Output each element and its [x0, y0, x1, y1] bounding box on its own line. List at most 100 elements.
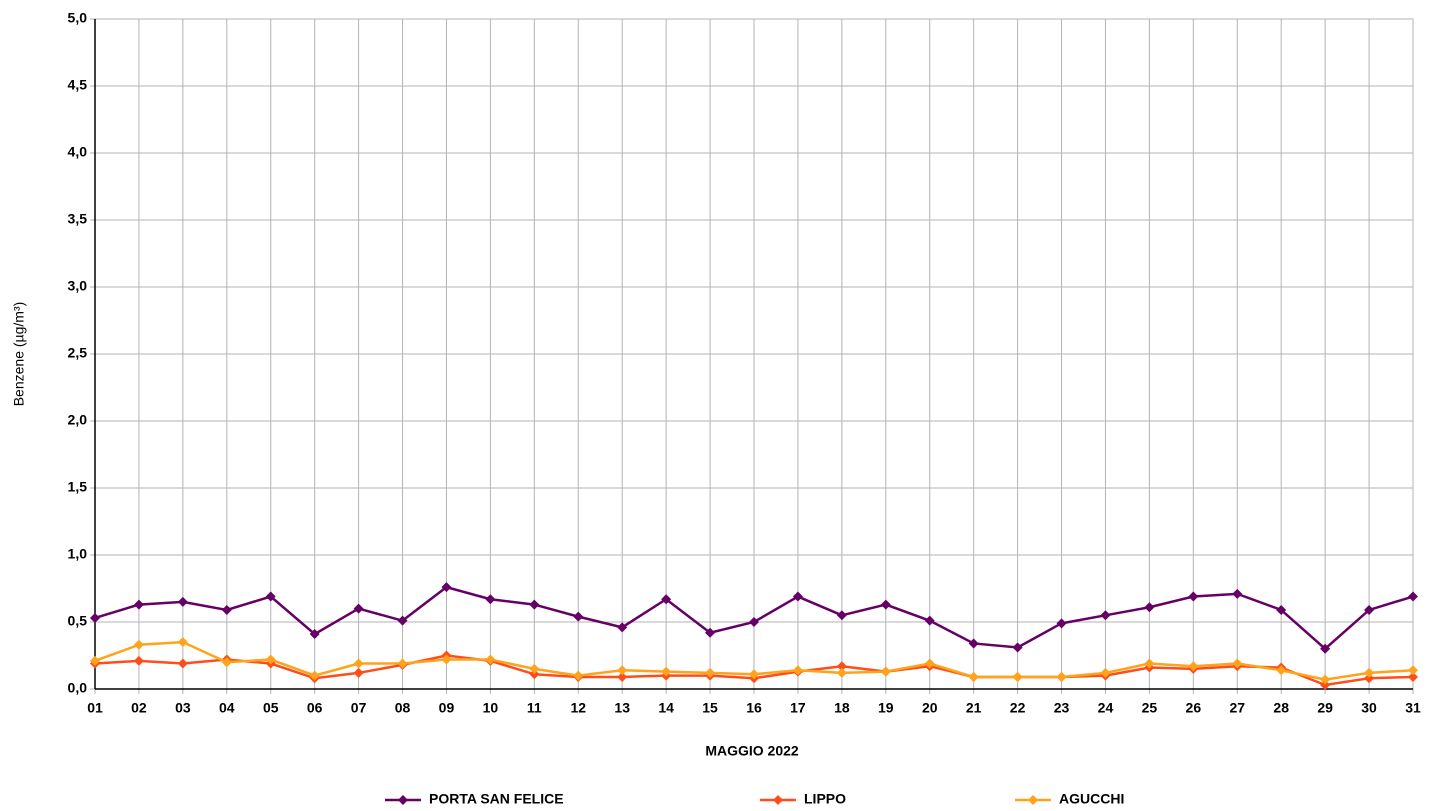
data-point — [353, 603, 364, 614]
data-point — [1144, 602, 1155, 613]
data-point — [1408, 671, 1418, 682]
y-tick-label: 3,5 — [68, 211, 88, 227]
x-tick-label: 02 — [131, 700, 147, 716]
data-point — [1144, 658, 1155, 669]
data-point — [529, 669, 540, 680]
x-tick-label: 17 — [790, 700, 806, 716]
data-point — [90, 612, 100, 623]
data-point — [617, 622, 628, 633]
x-tick-label: 16 — [746, 700, 762, 716]
y-axis-title: Benzene (µg/m³) — [11, 302, 27, 407]
x-tick-label: 14 — [658, 700, 674, 716]
data-point — [309, 629, 320, 640]
y-tick-label: 0,5 — [68, 613, 88, 629]
data-point — [1100, 610, 1111, 621]
x-tick-label: 13 — [614, 700, 630, 716]
data-point — [661, 594, 672, 605]
x-tick-label: 11 — [527, 700, 542, 716]
x-tick-label: 15 — [702, 700, 718, 716]
data-point — [573, 611, 584, 622]
data-point — [397, 658, 408, 669]
x-tick-label: 18 — [834, 700, 850, 716]
x-tick-label: 31 — [1405, 700, 1421, 716]
x-tick-label: 06 — [307, 700, 323, 716]
y-tick-label: 4,5 — [68, 77, 88, 93]
data-point — [1232, 588, 1243, 599]
data-point — [1320, 674, 1331, 685]
x-tick-label: 09 — [439, 700, 455, 716]
data-point — [1320, 679, 1331, 690]
data-point — [177, 658, 188, 669]
data-point — [133, 655, 144, 666]
x-tick-label: 24 — [1098, 700, 1114, 716]
data-point — [749, 617, 759, 627]
data-point — [441, 654, 452, 665]
y-tick-label: 0,0 — [68, 680, 88, 696]
x-tick-label: 28 — [1273, 700, 1289, 716]
data-point — [617, 665, 628, 676]
data-point — [1056, 671, 1067, 682]
x-tick-label: 26 — [1186, 700, 1202, 716]
y-tick-label: 1,5 — [68, 479, 88, 495]
data-point — [573, 670, 584, 681]
y-tick-label: 5,0 — [68, 10, 88, 26]
x-tick-label: 20 — [922, 700, 938, 716]
data-point — [792, 591, 803, 602]
data-point — [968, 671, 979, 682]
data-point — [836, 667, 847, 678]
data-point — [880, 666, 891, 677]
x-tick-label: 12 — [570, 700, 586, 716]
data-point — [1408, 665, 1418, 676]
x-tick-label: 27 — [1229, 700, 1245, 716]
data-point — [90, 655, 100, 666]
y-tick-label: 3,0 — [68, 278, 88, 294]
data-point — [924, 658, 935, 669]
x-tick-label: 04 — [219, 700, 235, 716]
data-point — [836, 661, 847, 672]
x-tick-label: 01 — [87, 700, 103, 716]
x-tick-label: 29 — [1317, 700, 1333, 716]
data-point — [705, 667, 716, 678]
data-point — [353, 667, 364, 678]
data-point — [1012, 642, 1023, 653]
x-tick-label: 07 — [351, 700, 367, 716]
data-point — [177, 596, 188, 607]
data-point — [1276, 665, 1287, 676]
x-tick-label: 21 — [966, 700, 982, 716]
x-axis-title: MAGGIO 2022 — [705, 743, 799, 759]
data-point — [133, 599, 144, 610]
data-point — [1364, 673, 1375, 684]
x-tick-label: 10 — [483, 700, 499, 716]
data-point — [1276, 604, 1287, 615]
data-point — [529, 599, 540, 610]
legend-marker — [398, 795, 408, 805]
data-point — [397, 615, 408, 626]
x-tick-label: 23 — [1054, 700, 1070, 716]
data-point — [1012, 671, 1023, 682]
x-tick-label: 03 — [175, 700, 191, 716]
x-tick-label: 05 — [263, 700, 279, 716]
data-point — [1188, 591, 1199, 602]
data-point — [133, 639, 144, 650]
data-point — [661, 666, 672, 677]
data-point — [1364, 604, 1375, 615]
data-point — [265, 591, 276, 602]
y-tick-label: 1,0 — [68, 546, 88, 562]
legend-label: AGUCCHI — [1059, 791, 1124, 807]
data-point — [221, 657, 232, 668]
data-point — [749, 669, 759, 680]
data-point — [485, 654, 496, 665]
data-point — [1232, 658, 1243, 669]
data-point — [1320, 643, 1331, 654]
data-point — [177, 637, 188, 648]
data-point — [309, 670, 320, 681]
x-tick-label: 08 — [395, 700, 411, 716]
data-point — [529, 663, 540, 674]
data-point — [968, 638, 979, 649]
data-point — [441, 582, 452, 593]
data-point — [221, 604, 232, 615]
data-point — [1100, 667, 1111, 678]
data-point — [836, 610, 847, 621]
data-point — [924, 615, 935, 626]
